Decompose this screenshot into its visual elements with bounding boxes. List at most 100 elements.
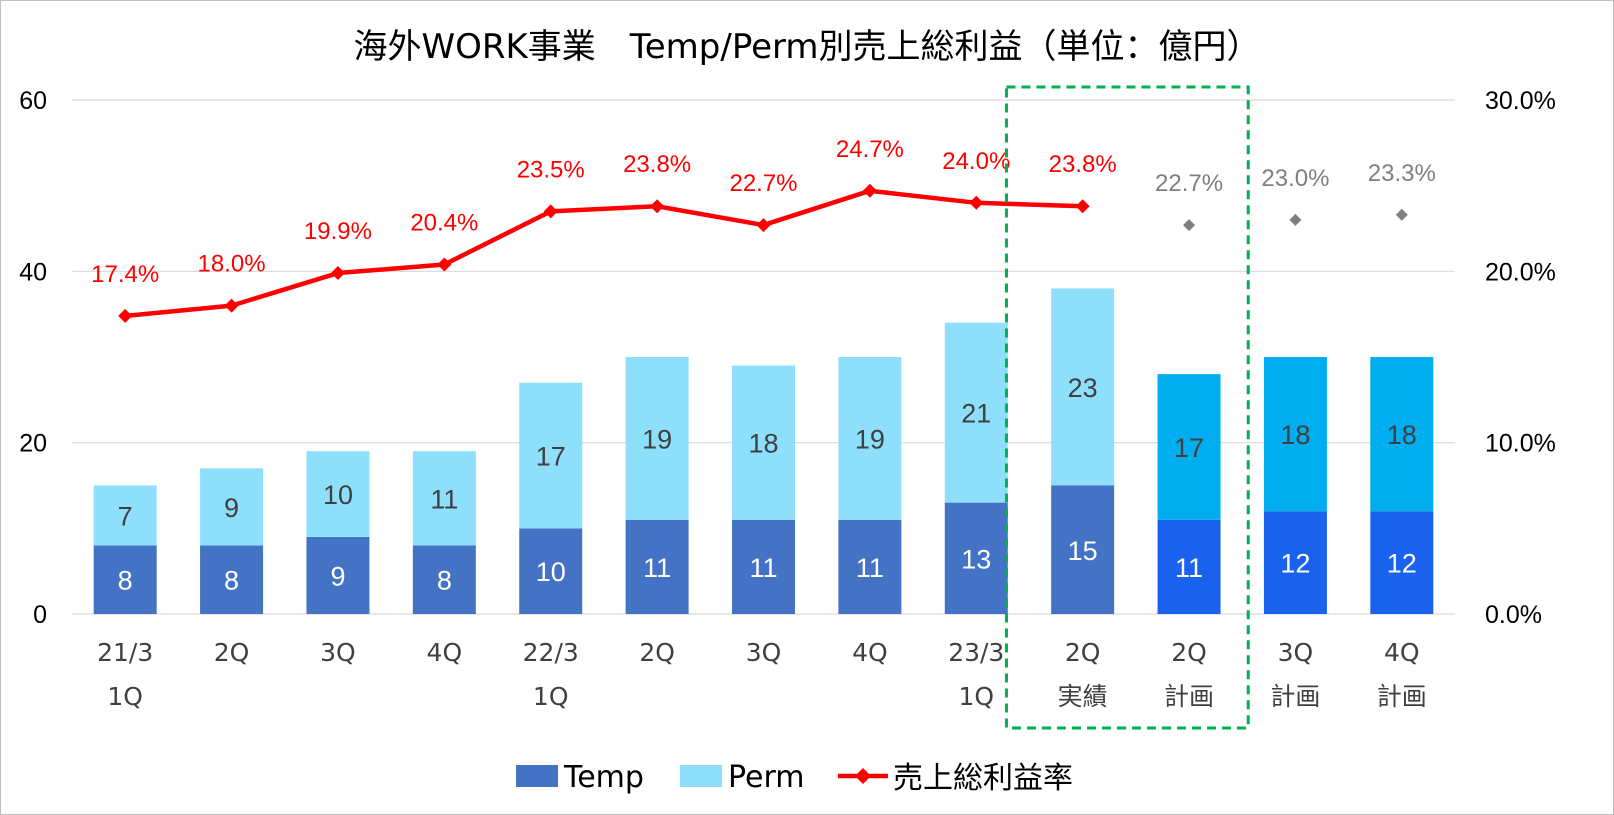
temp-value-label: 9	[330, 561, 345, 591]
legend-label-rate: 売上総利益率	[893, 761, 1073, 796]
perm-bar	[1157, 374, 1221, 520]
rate-point	[862, 183, 877, 198]
temp-value-label: 8	[437, 566, 452, 596]
x-tick-label: 1Q	[107, 682, 143, 711]
rate-line-path	[124, 188, 1083, 319]
temp-bar	[519, 528, 583, 614]
legend-swatch-temp	[516, 765, 558, 787]
temp-bar	[838, 519, 902, 614]
legend-label-temp: Temp	[563, 760, 644, 795]
temp-value-label: 8	[118, 566, 133, 596]
chart-title: 海外WORK事業 Temp/Perm別売上総利益（単位：億円）	[353, 27, 1260, 67]
temp-bar	[1051, 485, 1115, 614]
rate-point	[650, 199, 665, 214]
perm-bar	[625, 357, 689, 520]
x-tick-label: 計画	[1377, 682, 1427, 711]
y-tick-label: 60	[19, 87, 47, 115]
y2-tick-label: 30.0%	[1485, 87, 1556, 115]
rate-point	[756, 218, 771, 233]
rate-point	[437, 257, 452, 272]
rate-value-label: 24.7%	[836, 136, 904, 163]
temp-bar	[412, 545, 476, 614]
legend-marker-rate	[855, 768, 871, 784]
y2-tick-label: 0.0%	[1485, 601, 1542, 629]
rate-value-label: 22.7%	[729, 170, 797, 197]
perm-value-label: 21	[961, 399, 991, 429]
rate-point	[118, 308, 133, 323]
rate-plan-point	[1183, 219, 1196, 232]
x-tick-label: 4Q	[427, 638, 463, 667]
highlight-box	[1004, 85, 1250, 730]
temp-value-label: 11	[856, 553, 884, 583]
temp-bar	[1157, 519, 1221, 614]
legend-label-perm: Perm	[728, 760, 805, 795]
perm-bar	[1263, 357, 1327, 512]
perm-bar	[944, 322, 1008, 503]
rate-point	[330, 266, 345, 281]
perm-bar	[1051, 288, 1115, 486]
rate-value-label: 23.5%	[517, 156, 585, 183]
perm-value-label: 17	[1174, 433, 1204, 463]
bars	[93, 288, 1434, 614]
y-tick-label: 20	[19, 430, 47, 458]
x-tick-label: 4Q	[852, 638, 888, 667]
perm-value-label: 7	[118, 501, 133, 531]
x-tick-label: 3Q	[746, 638, 782, 667]
temp-bar	[944, 502, 1008, 614]
x-tick-label: 3Q	[1278, 638, 1314, 667]
perm-value-label: 18	[1280, 420, 1310, 450]
temp-value-label: 10	[536, 557, 566, 587]
temp-value-label: 12	[1280, 549, 1310, 579]
rate-value-label: 22.7%	[1155, 170, 1223, 197]
temp-value-label: 12	[1387, 549, 1417, 579]
x-tick-label: 2Q	[1171, 638, 1207, 667]
y-tick-label: 40	[19, 258, 47, 286]
rate-value-label: 23.3%	[1368, 160, 1436, 187]
legend: Temp Perm 売上総利益率	[516, 760, 1073, 796]
perm-value-label: 18	[748, 429, 778, 459]
perm-bar	[200, 468, 264, 546]
temp-bar	[1263, 511, 1327, 614]
highlight-box-rect	[1004, 85, 1250, 730]
temp-bar	[93, 545, 157, 614]
rate-point	[543, 204, 558, 219]
temp-value-label: 11	[749, 553, 777, 583]
rate-point	[1075, 199, 1090, 214]
x-tick-label: 実績	[1058, 682, 1108, 711]
y2-tick-label: 10.0%	[1485, 430, 1556, 458]
perm-bar	[306, 451, 370, 537]
temp-value-label: 11	[1175, 553, 1203, 583]
x-tick-label: 計画	[1270, 682, 1320, 711]
data-labels: 8 7 8 9 9 10 8 11 10 17 11 19 11 18 11 19 13 21 15 23 11 17 12…	[91, 136, 1436, 596]
temp-bar	[200, 545, 264, 614]
perm-value-label: 18	[1387, 420, 1417, 450]
rate-plan-point	[1395, 208, 1408, 221]
temp-bar	[1370, 511, 1434, 614]
perm-bar	[412, 451, 476, 546]
perm-bar	[838, 357, 902, 520]
perm-bar	[1370, 357, 1434, 512]
temp-value-label: 15	[1068, 536, 1098, 566]
temp-bar	[732, 519, 795, 614]
rate-value-label: 23.8%	[623, 151, 691, 178]
rate-plan-point	[1289, 213, 1302, 226]
x-tick-label: 2Q	[214, 638, 250, 667]
temp-value-label: 11	[643, 553, 671, 583]
rate-point	[224, 298, 239, 313]
perm-value-label: 19	[642, 424, 672, 454]
rate-point	[969, 195, 984, 210]
temp-bar	[306, 536, 370, 614]
rate-value-label: 18.0%	[198, 251, 266, 278]
perm-value-label: 11	[430, 484, 458, 514]
rate-value-label: 23.8%	[1049, 151, 1117, 178]
perm-value-label: 19	[855, 424, 885, 454]
perm-value-label: 10	[323, 480, 353, 510]
x-tick-label: 2Q	[639, 638, 675, 667]
y2-tick-label: 20.0%	[1485, 258, 1556, 286]
temp-value-label: 13	[961, 544, 991, 574]
x-tick-label: 23/3	[948, 638, 1004, 667]
axes: 0 0.0% 20 10.0% 40 20.0% 60 30.0% 21/3 1Q 2Q 3Q 4Q 22…	[19, 87, 1556, 711]
perm-value-label: 9	[224, 493, 239, 523]
legend-swatch-perm	[680, 765, 722, 787]
